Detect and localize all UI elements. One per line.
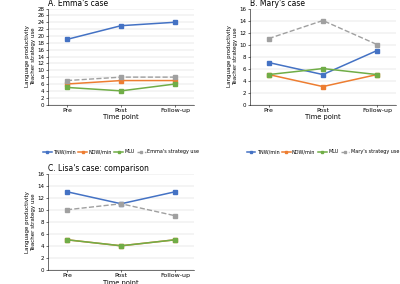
TNW/min [64,190,69,193]
Line: Lisa's strategy use: Lisa's strategy use [65,202,177,218]
Y-axis label: Language productivity
Teacher strategy use: Language productivity Teacher strategy u… [25,26,36,87]
TNW/min [64,38,69,41]
Line: MLU: MLU [65,238,177,248]
MLU [173,238,178,241]
Line: Mary's strategy use: Mary's strategy use [267,19,379,46]
TNW/min [375,49,380,52]
MLU [119,244,124,247]
MLU [266,73,271,76]
MLU [64,238,69,241]
TNW/min [119,24,124,27]
Emma's strategy use [173,76,178,79]
Line: MLU: MLU [267,67,379,76]
Line: NDW/min: NDW/min [65,238,177,248]
NDW/min [173,79,178,82]
Mary's strategy use [320,19,325,22]
Legend: TNW/min, NDW/min, MLU, Mary's strategy use: TNW/min, NDW/min, MLU, Mary's strategy u… [244,147,400,156]
TNW/min [266,61,271,64]
Y-axis label: Language productivity
Teacher strategy use: Language productivity Teacher strategy u… [227,26,238,87]
NDW/min [173,238,178,241]
TNW/min [173,20,178,24]
NDW/min [375,73,380,76]
Mary's strategy use [375,43,380,46]
NDW/min [64,82,69,86]
MLU [320,67,325,70]
MLU [173,82,178,86]
Mary's strategy use [266,37,271,40]
Emma's strategy use [119,76,124,79]
Line: TNW/min: TNW/min [267,49,379,76]
TNW/min [173,190,178,193]
MLU [375,73,380,76]
Line: TNW/min: TNW/min [65,20,177,41]
Lisa's strategy use [64,208,69,212]
TNW/min [119,202,124,205]
MLU [64,86,69,89]
NDW/min [119,244,124,247]
X-axis label: Time point: Time point [103,114,139,120]
TNW/min [320,73,325,76]
NDW/min [320,85,325,88]
Lisa's strategy use [119,202,124,205]
X-axis label: Time point: Time point [305,114,341,120]
Emma's strategy use [64,79,69,82]
NDW/min [119,79,124,82]
Lisa's strategy use [173,214,178,218]
Text: B. Mary's case: B. Mary's case [250,0,305,8]
Legend: TNW/min, NDW/min, MLU, Emma's strategy use: TNW/min, NDW/min, MLU, Emma's strategy u… [41,147,201,156]
Line: NDW/min: NDW/min [267,73,379,88]
NDW/min [64,238,69,241]
Line: MLU: MLU [65,82,177,93]
X-axis label: Time point: Time point [103,280,139,284]
MLU [119,89,124,93]
Line: Emma's strategy use: Emma's strategy use [65,75,177,82]
Y-axis label: Language productivity
Teacher strategy use: Language productivity Teacher strategy u… [25,191,36,253]
Line: TNW/min: TNW/min [65,190,177,206]
Text: A. Emma's case: A. Emma's case [48,0,108,8]
Line: NDW/min: NDW/min [65,79,177,86]
Text: C. Lisa's case: comparison: C. Lisa's case: comparison [48,164,149,173]
NDW/min [266,73,271,76]
